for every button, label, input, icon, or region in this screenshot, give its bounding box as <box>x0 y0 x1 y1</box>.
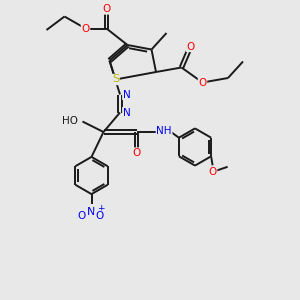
Text: O: O <box>78 211 86 221</box>
Text: O: O <box>102 4 111 14</box>
Text: N: N <box>87 207 96 217</box>
Text: NH: NH <box>156 125 172 136</box>
Text: +: + <box>97 204 105 213</box>
Text: O: O <box>132 148 141 158</box>
Text: O: O <box>186 41 195 52</box>
Text: O: O <box>95 211 103 221</box>
Text: O: O <box>208 167 217 177</box>
Text: HO: HO <box>62 116 78 127</box>
Text: −: − <box>75 212 82 221</box>
Text: N: N <box>123 89 130 100</box>
Text: O: O <box>198 77 207 88</box>
Text: S: S <box>112 74 119 85</box>
Text: O: O <box>81 23 90 34</box>
Text: N: N <box>123 107 130 118</box>
